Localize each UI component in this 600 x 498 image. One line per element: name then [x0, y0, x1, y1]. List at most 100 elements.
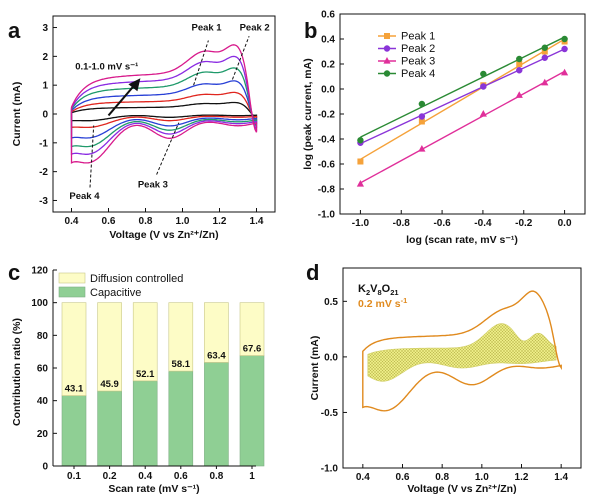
data-point-peak-2: [541, 54, 548, 61]
data-point-peak-4: [561, 35, 568, 43]
y-tick-label: 0.0: [321, 85, 335, 96]
cv-curve: [362, 290, 562, 412]
y-tick-label: -3: [39, 196, 48, 207]
x-tick-label: 0.6: [396, 472, 410, 483]
panel-c: c 0 20 40 60 80 100 120 43.1 0.1 45.9 0.2 52.1 0.4 58…: [8, 260, 265, 495]
legend-swatch: [58, 272, 86, 284]
bar-value-label: 58.1: [172, 359, 191, 370]
y-tick-label: -1.0: [321, 464, 339, 475]
data-point-peak-3: [418, 145, 426, 152]
x-axis-label: log (scan rate, mV s⁻¹): [406, 234, 518, 246]
scan-rate-annotation: 0.2 mV s-1: [358, 296, 407, 310]
legend-label: Peak 1: [401, 31, 435, 43]
x-tick-label: 0.4: [356, 472, 370, 483]
scan-direction-arrow: [107, 84, 136, 117]
scan-range-label: 0.1-1.0 mV s⁻¹: [75, 61, 138, 72]
y-tick-label: -0.5: [321, 408, 339, 419]
plot-frame: [342, 267, 582, 469]
x-tick-label: 1.4: [250, 216, 264, 227]
legend-label: Peak 4: [401, 68, 435, 80]
panel-label-c: c: [8, 260, 20, 285]
x-tick-label: 0.8: [435, 472, 449, 483]
x-tick-label: 0.8: [209, 471, 223, 482]
bar-value-label: 43.1: [65, 384, 84, 395]
y-tick-label: 40: [37, 396, 49, 407]
bar-capacitive: [61, 395, 87, 467]
x-tick-label: 1.0: [176, 216, 190, 227]
x-tick-label: 0.0: [558, 218, 572, 229]
peak-1-guide: [193, 40, 209, 86]
data-point-peak-1: [516, 61, 523, 67]
peak-2-label: Peak 2: [240, 22, 270, 33]
peak-4-guide: [89, 125, 95, 188]
peak-2-guide: [231, 35, 250, 80]
axis-ticks: -1.0 -0.8 -0.6 -0.4 -0.2 0.0 -1.0 -0.8 -0.6 -0.4 -…: [318, 10, 572, 230]
legend-marker: [384, 33, 390, 39]
data-point-peak-3: [515, 91, 523, 98]
y-tick-label: 60: [37, 364, 49, 375]
y-tick-label: -0.8: [318, 185, 336, 196]
cv-curve-1-mV-s: [70, 44, 258, 164]
data-point-peak-1: [418, 118, 425, 125]
x-tick-label: 0.1: [67, 471, 81, 482]
bar-diffusion: [168, 302, 194, 372]
panel-label-a: a: [8, 18, 21, 43]
data-point-peak-4: [541, 44, 548, 51]
y-tick-label: 20: [37, 429, 49, 440]
legend-marker: [383, 70, 391, 77]
peak-3-guide: [156, 122, 180, 175]
y-tick-label: 0.0: [324, 352, 338, 363]
y-tick-label: 0.2: [321, 60, 335, 71]
fit-line-peak-4: [360, 36, 565, 138]
x-tick-label: 0.8: [139, 216, 153, 227]
y-tick-label: -1.0: [318, 210, 336, 221]
panel-b: b -1.0 -0.8 -0.6 -0.4 -0.2 0.0 -1.0 -0.8 -0.6 -0.…: [302, 10, 586, 246]
x-axis-label: Voltage (V vs Zn²⁺/Zn): [109, 229, 218, 241]
peak-1-label: Peak 1: [191, 22, 222, 33]
bar-diffusion: [61, 302, 87, 396]
bar-capacitive: [168, 370, 194, 467]
data-point-peak-2: [480, 83, 487, 90]
arrow-head-icon: [128, 78, 141, 92]
x-tick-label: 0.6: [102, 216, 116, 227]
plot-frame: [339, 13, 586, 215]
cv-curve-0.1-mV-s: [70, 101, 258, 122]
fit-line-peak-3: [360, 70, 565, 184]
x-tick-label: 0.4: [138, 471, 152, 482]
capacitive-area: [367, 323, 557, 382]
y-tick-label: 1: [42, 81, 48, 92]
y-axis-label: Current (mA): [11, 82, 23, 147]
panel-d: d 0.4 0.6 0.8 1.0 1.2 1.4 -1.0 -0.5 0.0 0.5 K2V8O…: [306, 260, 582, 495]
y-tick-label: 0.6: [321, 10, 335, 21]
data-point-peak-3: [560, 68, 569, 76]
data-point-peak-2: [561, 45, 568, 53]
axis-ticks: 0.4 0.6 0.8 1.0 1.2 1.4 -1.0 -0.5 0.0 0.5: [321, 297, 569, 483]
data-point-peak-4: [516, 55, 523, 63]
fit-line-peak-2: [360, 48, 565, 145]
bar-value-label: 67.6: [243, 344, 262, 355]
y-tick-label: 80: [37, 331, 49, 342]
x-axis-label: Voltage (V vs Zn²⁺/Zn): [407, 483, 516, 495]
peak-4-label: Peak 4: [69, 191, 100, 202]
x-tick-label: 1.2: [213, 216, 227, 227]
axis-ticks: 0.4 0.6 0.8 1.0 1.2 1.4 -3 -2 -1 0 1 2 3: [39, 23, 264, 227]
peak-3-label: Peak 3: [138, 180, 168, 191]
x-tick-label: -0.8: [393, 218, 411, 229]
data-point-peak-2: [418, 113, 426, 120]
y-tick-label: -0.6: [318, 160, 336, 171]
cv-shading: [362, 290, 562, 412]
y-axis-label: Contribution ratio (%): [11, 318, 23, 426]
data-point-peak-4: [357, 137, 364, 144]
bar-diffusion: [132, 302, 158, 382]
data-point-peak-3: [356, 180, 365, 187]
bar-diffusion: [204, 302, 229, 363]
legend-marker: [383, 45, 391, 52]
bar-diffusion: [97, 302, 122, 392]
data-point-peak-4: [418, 100, 426, 108]
y-tick-label: 0.5: [324, 297, 338, 308]
y-tick-label: 0: [42, 110, 48, 121]
legend-label: Peak 2: [401, 43, 435, 55]
legend-swatch: [58, 286, 86, 298]
cv-curve-0.2-mV-s: [70, 91, 258, 129]
